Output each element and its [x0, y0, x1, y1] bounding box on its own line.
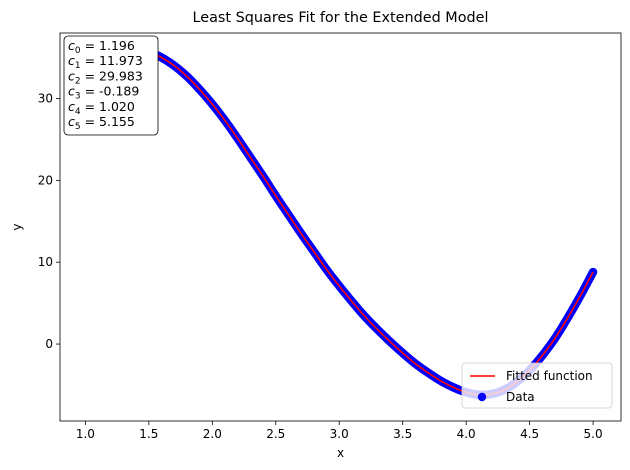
fitted-line [84, 48, 594, 396]
coefficient-label: c4 = 1.020 [68, 99, 135, 117]
coefficient-value: = 5.155 [81, 114, 135, 129]
fit-layer [84, 48, 594, 396]
x-tick-label: 5.0 [584, 427, 603, 441]
x-tick-label: 4.0 [457, 427, 476, 441]
legend-marker-swatch [477, 392, 487, 402]
coefficient-subscript: 2 [75, 76, 81, 86]
coefficient-value: = 1.196 [81, 38, 135, 53]
coefficient-label: c5 = 5.155 [68, 114, 135, 132]
coefficient-subscript: 0 [75, 46, 81, 56]
y-axis: 0 10 20 30 [38, 91, 60, 351]
legend-frame [461, 362, 613, 409]
coefficient-value: = 11.973 [81, 53, 143, 68]
axes-frame [59, 32, 622, 422]
y-tick-label: 10 [38, 255, 53, 269]
coefficient-symbol: c [68, 84, 75, 99]
coefficient-value: = 1.020 [81, 99, 135, 114]
x-tick-label: 2.5 [266, 427, 285, 441]
x-tick-label: 3.5 [393, 427, 412, 441]
legend-label-fit: Fitted function [506, 369, 593, 383]
coefficient-value: = -0.189 [81, 84, 140, 99]
coefficient-subscript: 3 [75, 92, 81, 102]
legend-label-data: Data [506, 390, 535, 404]
coefficient-symbol: c [68, 53, 75, 68]
x-tick-label: 3.0 [330, 427, 349, 441]
coefficient-symbol: c [68, 38, 75, 53]
coefficient-subscript: 1 [75, 61, 81, 71]
y-axis-label: y [10, 223, 24, 230]
chart-title: Least Squares Fit for the Extended Model [192, 10, 488, 26]
coefficient-subscript: 4 [75, 107, 81, 117]
coefficient-label: c2 = 29.983 [68, 68, 143, 86]
y-tick-label: 20 [38, 173, 53, 187]
coefficient-symbol: c [68, 114, 75, 129]
coefficient-subscript: 5 [75, 122, 81, 132]
coefficient-label: c1 = 11.973 [68, 53, 143, 71]
coefficient-value: = 29.983 [81, 68, 143, 83]
coefficient-label: c3 = -0.189 [68, 84, 139, 102]
y-tick-label: 0 [45, 337, 53, 351]
data-layer [81, 45, 598, 400]
y-tick-label: 30 [38, 91, 53, 105]
coefficient-box-frame [63, 35, 159, 136]
coefficient-symbol: c [68, 68, 75, 83]
x-axis-label: x [337, 446, 344, 460]
x-tick-label: 1.0 [76, 427, 95, 441]
x-tick-label: 2.0 [203, 427, 222, 441]
data-point [588, 267, 598, 277]
legend: Fitted function Data [461, 362, 613, 409]
x-tick-label: 4.5 [520, 427, 539, 441]
x-tick-label: 1.5 [139, 427, 158, 441]
x-axis: 1.0 1.5 2.0 2.5 3.0 3.5 4.0 4.5 5.0 [76, 421, 603, 441]
coefficient-label: c0 = 1.196 [68, 38, 135, 56]
coefficient-symbol: c [68, 99, 75, 114]
